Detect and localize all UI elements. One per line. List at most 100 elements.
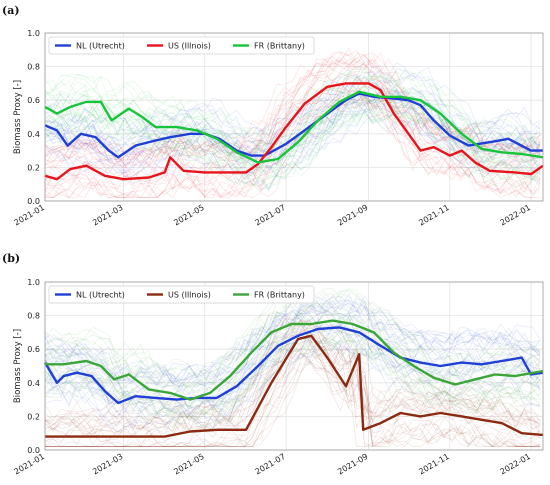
field-trace bbox=[44, 91, 541, 176]
x-tick-label: 2021-03 bbox=[91, 452, 124, 477]
field-trace bbox=[44, 292, 541, 384]
field-trace bbox=[44, 295, 541, 379]
field-trace bbox=[44, 64, 541, 180]
field-trace bbox=[44, 52, 541, 165]
legend-entry: NL (Utrecht) bbox=[76, 42, 125, 51]
field-trace bbox=[44, 320, 541, 432]
x-tick-label: 2021-05 bbox=[172, 452, 205, 477]
field-trace bbox=[44, 314, 541, 430]
legend-entry: US (Illnois) bbox=[168, 291, 211, 300]
x-tick-label: 2021-07 bbox=[254, 452, 287, 477]
y-tick-label: 0.2 bbox=[27, 412, 40, 421]
field-trace bbox=[44, 338, 541, 430]
y-axis-label: Biomass Proxy [-] bbox=[13, 80, 23, 154]
field-trace bbox=[44, 322, 541, 414]
field-trace bbox=[44, 101, 541, 174]
field-traces bbox=[44, 288, 541, 448]
field-trace bbox=[44, 92, 541, 162]
field-trace bbox=[44, 338, 541, 446]
field-trace bbox=[44, 87, 541, 199]
series-line bbox=[44, 92, 543, 159]
legend-entry: FR (Brittany) bbox=[254, 291, 305, 300]
panel-label: (b) bbox=[2, 252, 20, 265]
series-line bbox=[45, 334, 544, 438]
x-tick-label: 2021-11 bbox=[417, 452, 450, 477]
field-trace bbox=[44, 54, 541, 163]
field-trace bbox=[44, 107, 541, 195]
field-trace bbox=[44, 328, 541, 438]
field-trace bbox=[44, 318, 541, 436]
field-trace bbox=[44, 100, 541, 187]
field-trace bbox=[44, 66, 541, 146]
series-line bbox=[44, 82, 544, 181]
field-trace bbox=[44, 110, 541, 190]
field-trace bbox=[44, 309, 541, 403]
field-trace bbox=[44, 108, 541, 186]
field-trace bbox=[44, 309, 541, 399]
field-trace bbox=[44, 341, 541, 433]
field-trace bbox=[44, 326, 541, 437]
x-tick-label: 2022-01 bbox=[499, 452, 532, 477]
x-tick-label: 2022-01 bbox=[499, 203, 532, 228]
field-trace bbox=[44, 87, 541, 173]
field-trace bbox=[44, 86, 541, 156]
field-trace bbox=[44, 295, 541, 382]
field-trace bbox=[44, 99, 541, 180]
field-trace bbox=[44, 52, 541, 167]
field-trace bbox=[45, 352, 541, 448]
field-trace bbox=[44, 327, 541, 418]
field-trace bbox=[45, 357, 541, 448]
field-trace bbox=[44, 82, 541, 159]
field-trace bbox=[44, 83, 541, 196]
axes-frame bbox=[44, 281, 544, 451]
field-trace bbox=[44, 110, 541, 193]
field-trace bbox=[44, 339, 541, 448]
field-trace bbox=[44, 73, 541, 185]
field-trace bbox=[44, 327, 541, 419]
field-trace bbox=[44, 301, 541, 388]
field-trace bbox=[44, 321, 541, 410]
field-trace bbox=[44, 84, 541, 169]
legend-entry: US (Illnois) bbox=[168, 42, 211, 51]
field-trace bbox=[45, 351, 541, 448]
field-trace bbox=[45, 361, 541, 448]
x-tick-label: 2021-11 bbox=[417, 203, 450, 228]
x-tick-label: 2021-01 bbox=[13, 452, 46, 477]
x-tick-label: 2021-03 bbox=[91, 203, 124, 228]
legend: NL (Utrecht) US (Illnois) FR (Brittany) bbox=[48, 285, 315, 304]
panel-a: (a) 0.0 0.2 0.4 0.6 0.8 1.0 2021-01 2021-03 2021-… bbox=[2, 4, 544, 228]
field-trace bbox=[44, 108, 541, 191]
y-tick-label: 0.6 bbox=[27, 96, 40, 105]
y-tick-label: 0.4 bbox=[27, 130, 40, 139]
legend-box bbox=[48, 36, 315, 55]
field-trace bbox=[44, 338, 541, 427]
y-tick-label: 0.2 bbox=[27, 163, 40, 172]
y-tick-label: 0.6 bbox=[27, 345, 40, 354]
field-trace bbox=[44, 322, 541, 431]
field-trace bbox=[44, 312, 541, 421]
field-trace bbox=[44, 65, 541, 145]
x-tick-label: 2021-05 bbox=[172, 203, 205, 228]
field-trace bbox=[44, 325, 541, 414]
field-trace bbox=[44, 348, 541, 435]
y-tick-label: 1.0 bbox=[27, 278, 40, 287]
plot-area bbox=[45, 282, 543, 450]
series-line bbox=[45, 319, 544, 401]
field-trace bbox=[44, 89, 541, 164]
field-trace bbox=[44, 90, 541, 170]
field-trace bbox=[44, 305, 541, 418]
field-trace bbox=[44, 300, 541, 384]
field-trace bbox=[44, 318, 541, 409]
field-trace bbox=[45, 347, 541, 447]
x-tick-label: 2021-07 bbox=[254, 203, 287, 228]
field-trace bbox=[44, 83, 541, 163]
panel-b: (b) 0.0 0.2 0.4 0.6 0.8 1.0 2021-01 2021-03 2021-… bbox=[2, 252, 544, 477]
field-trace bbox=[44, 95, 541, 198]
legend-entry: NL (Utrecht) bbox=[76, 291, 125, 300]
field-trace bbox=[44, 324, 541, 413]
legend-entry: FR (Brittany) bbox=[254, 42, 305, 51]
field-trace bbox=[44, 82, 541, 157]
field-trace bbox=[44, 325, 541, 411]
y-axis-label: Biomass Proxy [-] bbox=[13, 329, 23, 403]
